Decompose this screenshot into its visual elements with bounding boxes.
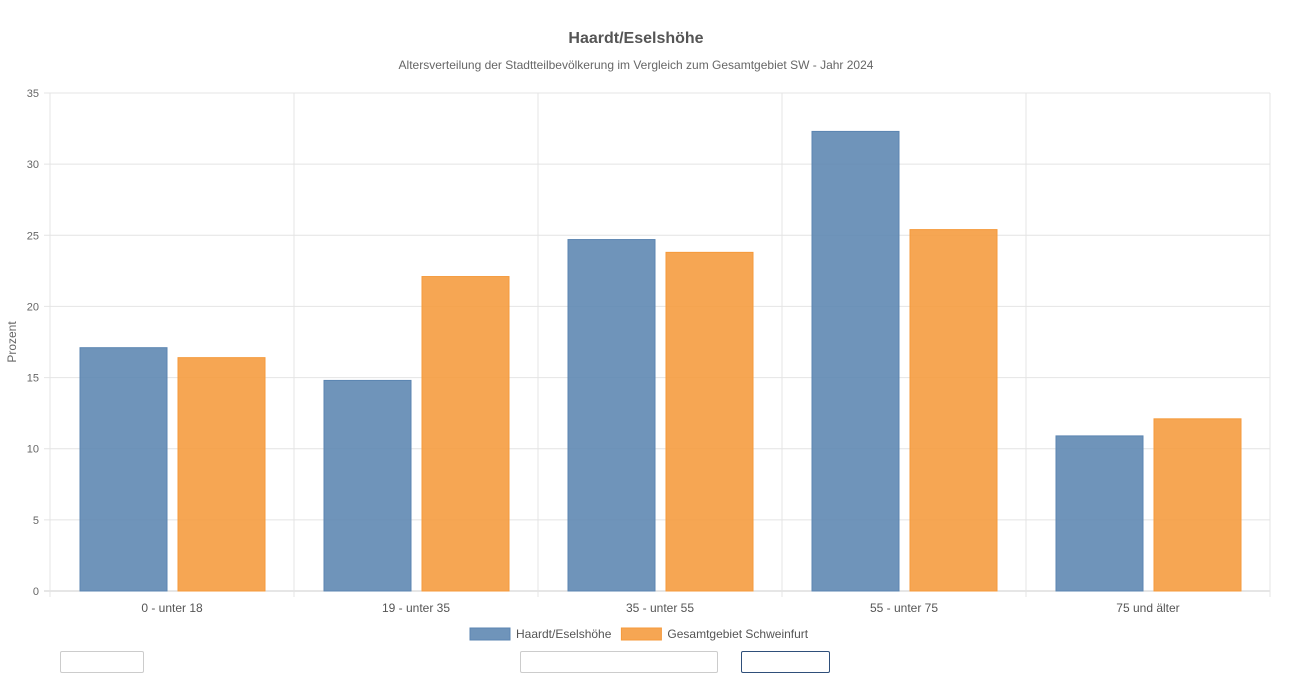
legend-label[interactable]: Haardt/Eselshöhe — [516, 627, 612, 641]
y-tick-label: 25 — [27, 230, 39, 242]
y-tick-label: 0 — [33, 586, 39, 598]
legend-swatch[interactable] — [469, 627, 511, 641]
bottom-button-3[interactable] — [741, 651, 830, 673]
y-tick-label: 5 — [33, 515, 39, 527]
y-tick-label: 20 — [27, 301, 39, 313]
x-tick-label: 19 - unter 35 — [382, 601, 450, 615]
bar-schweinfurt[interactable] — [909, 229, 998, 592]
bar-haardt[interactable] — [79, 347, 168, 592]
x-tick-label: 35 - unter 55 — [626, 601, 694, 615]
bar-schweinfurt[interactable] — [421, 276, 510, 592]
bar-chart: Haardt/Eselshöhe Altersverteilung der St… — [5, 30, 1271, 641]
legend-swatch[interactable] — [620, 627, 662, 641]
x-tick-label: 0 - unter 18 — [141, 601, 203, 615]
y-tick-label: 15 — [27, 373, 39, 385]
bar-haardt[interactable] — [1055, 435, 1144, 592]
bottom-button-1[interactable] — [60, 651, 144, 673]
y-tick-label: 30 — [27, 159, 39, 171]
chart-title: Haardt/Eselshöhe — [568, 30, 703, 47]
x-tick-label: 55 - unter 75 — [870, 601, 938, 615]
bottom-button-2[interactable] — [520, 651, 718, 673]
bar-haardt[interactable] — [811, 130, 900, 592]
y-tick-label: 35 — [27, 88, 39, 100]
bar-schweinfurt[interactable] — [665, 251, 754, 592]
bar-haardt[interactable] — [323, 379, 412, 592]
bar-haardt[interactable] — [567, 239, 656, 592]
y-axis-label: Prozent — [5, 321, 19, 363]
bar-schweinfurt[interactable] — [1153, 418, 1242, 592]
legend-label[interactable]: Gesamtgebiet Schweinfurt — [667, 627, 808, 641]
chart-subtitle: Altersverteilung der Stadtteilbevölkerun… — [399, 58, 874, 72]
bar-schweinfurt[interactable] — [177, 357, 266, 592]
x-tick-label: 75 und älter — [1116, 601, 1179, 615]
y-tick-label: 10 — [27, 444, 39, 456]
